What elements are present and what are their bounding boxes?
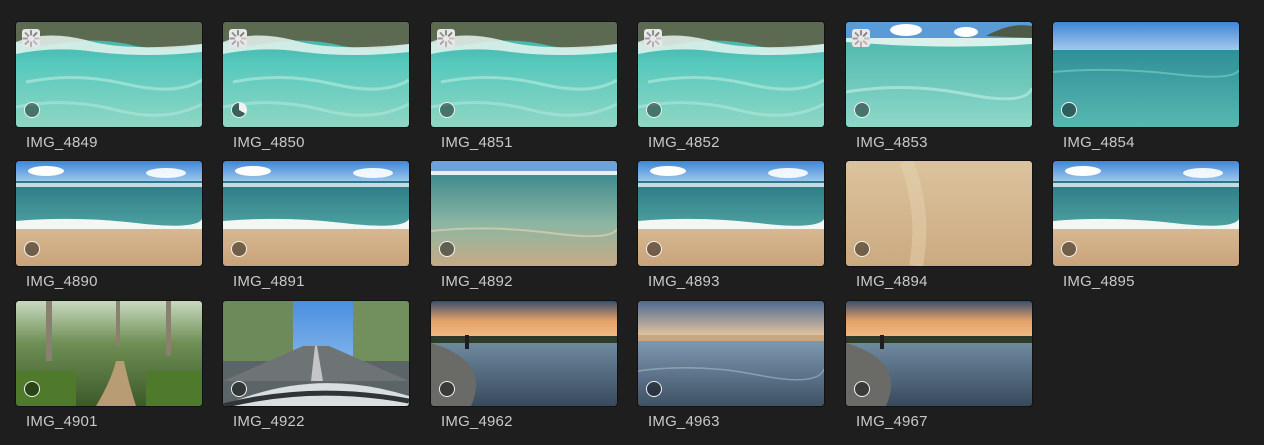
- photo-label: IMG_4893: [648, 273, 720, 290]
- status-circle-icon[interactable]: [854, 241, 870, 257]
- photo-tile[interactable]: IMG_4849: [16, 22, 202, 158]
- status-circle-icon[interactable]: [24, 241, 40, 257]
- thumbnail-image: [16, 22, 202, 127]
- sync-spinner-icon: [437, 29, 455, 47]
- photo-label: IMG_4967: [856, 413, 928, 430]
- sync-spinner-icon: [644, 29, 662, 47]
- photo-tile[interactable]: IMG_4890: [16, 161, 202, 297]
- status-circle-icon[interactable]: [24, 381, 40, 397]
- photo-tile[interactable]: IMG_4967: [846, 301, 1032, 437]
- photo-thumbnail[interactable]: [638, 22, 824, 127]
- photo-thumbnail[interactable]: [1053, 161, 1239, 266]
- thumbnail-image: [638, 301, 824, 406]
- thumbnail-image: [223, 161, 409, 266]
- thumbnail-image: [846, 161, 1032, 266]
- photo-thumbnail[interactable]: [846, 301, 1032, 406]
- photo-label: IMG_4890: [26, 273, 98, 290]
- thumbnail-image: [431, 301, 617, 406]
- photo-tile[interactable]: IMG_4895: [1053, 161, 1239, 297]
- photo-tile[interactable]: IMG_4963: [638, 301, 824, 437]
- status-circle-icon[interactable]: [439, 102, 455, 118]
- photo-thumbnail[interactable]: [223, 161, 409, 266]
- sync-spinner-icon: [229, 29, 247, 47]
- thumbnail-image: [846, 22, 1032, 127]
- photo-tile[interactable]: IMG_4962: [431, 301, 617, 437]
- photo-thumbnail[interactable]: [846, 161, 1032, 266]
- photo-thumbnail[interactable]: [638, 301, 824, 406]
- photo-tile[interactable]: IMG_4922: [223, 301, 409, 437]
- sync-spinner-icon: [22, 29, 40, 47]
- photo-thumbnail[interactable]: [846, 22, 1032, 127]
- thumbnail-image: [1053, 161, 1239, 266]
- photo-tile[interactable]: IMG_4893: [638, 161, 824, 297]
- photo-thumbnail[interactable]: [431, 161, 617, 266]
- photo-thumbnail[interactable]: [1053, 22, 1239, 127]
- photo-label: IMG_4854: [1063, 134, 1135, 151]
- status-circle-icon[interactable]: [439, 241, 455, 257]
- photo-thumbnail[interactable]: [16, 161, 202, 266]
- thumbnail-image: [223, 301, 409, 406]
- photo-label: IMG_4892: [441, 273, 513, 290]
- photo-label: IMG_4895: [1063, 273, 1135, 290]
- photo-thumbnail[interactable]: [223, 22, 409, 127]
- photo-tile[interactable]: IMG_4850: [223, 22, 409, 158]
- status-circle-icon[interactable]: [854, 102, 870, 118]
- thumbnail-image: [223, 22, 409, 127]
- thumbnail-image: [431, 22, 617, 127]
- photo-tile[interactable]: IMG_4852: [638, 22, 824, 158]
- status-circle-icon[interactable]: [1061, 102, 1077, 118]
- status-circle-icon[interactable]: [231, 241, 247, 257]
- photo-label: IMG_4851: [441, 134, 513, 151]
- sync-spinner-icon: [852, 29, 870, 47]
- status-circle-icon[interactable]: [646, 241, 662, 257]
- photo-label: IMG_4963: [648, 413, 720, 430]
- photo-label: IMG_4962: [441, 413, 513, 430]
- status-circle-icon[interactable]: [646, 102, 662, 118]
- photo-thumbnail[interactable]: [223, 301, 409, 406]
- photo-tile[interactable]: IMG_4901: [16, 301, 202, 437]
- thumbnail-image: [431, 161, 617, 266]
- photo-label: IMG_4850: [233, 134, 305, 151]
- photo-tile[interactable]: IMG_4894: [846, 161, 1032, 297]
- photo-thumbnail[interactable]: [16, 301, 202, 406]
- thumbnail-image: [16, 301, 202, 406]
- photo-label: IMG_4852: [648, 134, 720, 151]
- photo-tile[interactable]: IMG_4851: [431, 22, 617, 158]
- status-circle-icon[interactable]: [1061, 241, 1077, 257]
- status-circle-icon[interactable]: [439, 381, 455, 397]
- photo-tile[interactable]: IMG_4853: [846, 22, 1032, 158]
- photo-label: IMG_4853: [856, 134, 928, 151]
- status-circle-icon[interactable]: [646, 381, 662, 397]
- photo-thumbnail[interactable]: [638, 161, 824, 266]
- photo-label: IMG_4894: [856, 273, 928, 290]
- photo-label: IMG_4922: [233, 413, 305, 430]
- photo-thumbnail[interactable]: [431, 301, 617, 406]
- photo-thumbnail[interactable]: [16, 22, 202, 127]
- status-circle-icon[interactable]: [24, 102, 40, 118]
- thumbnail-image: [846, 301, 1032, 406]
- thumbnail-image: [638, 161, 824, 266]
- photo-label: IMG_4901: [26, 413, 98, 430]
- status-circle-icon[interactable]: [854, 381, 870, 397]
- photo-thumbnail[interactable]: [431, 22, 617, 127]
- thumbnail-image: [16, 161, 202, 266]
- photo-label: IMG_4849: [26, 134, 98, 151]
- thumbnail-image: [638, 22, 824, 127]
- photo-tile[interactable]: IMG_4892: [431, 161, 617, 297]
- status-circle-icon[interactable]: [231, 381, 247, 397]
- photo-label: IMG_4891: [233, 273, 305, 290]
- photo-tile[interactable]: IMG_4854: [1053, 22, 1239, 158]
- photo-tile[interactable]: IMG_4891: [223, 161, 409, 297]
- thumbnail-image: [1053, 22, 1239, 127]
- status-pie-icon[interactable]: [231, 102, 247, 118]
